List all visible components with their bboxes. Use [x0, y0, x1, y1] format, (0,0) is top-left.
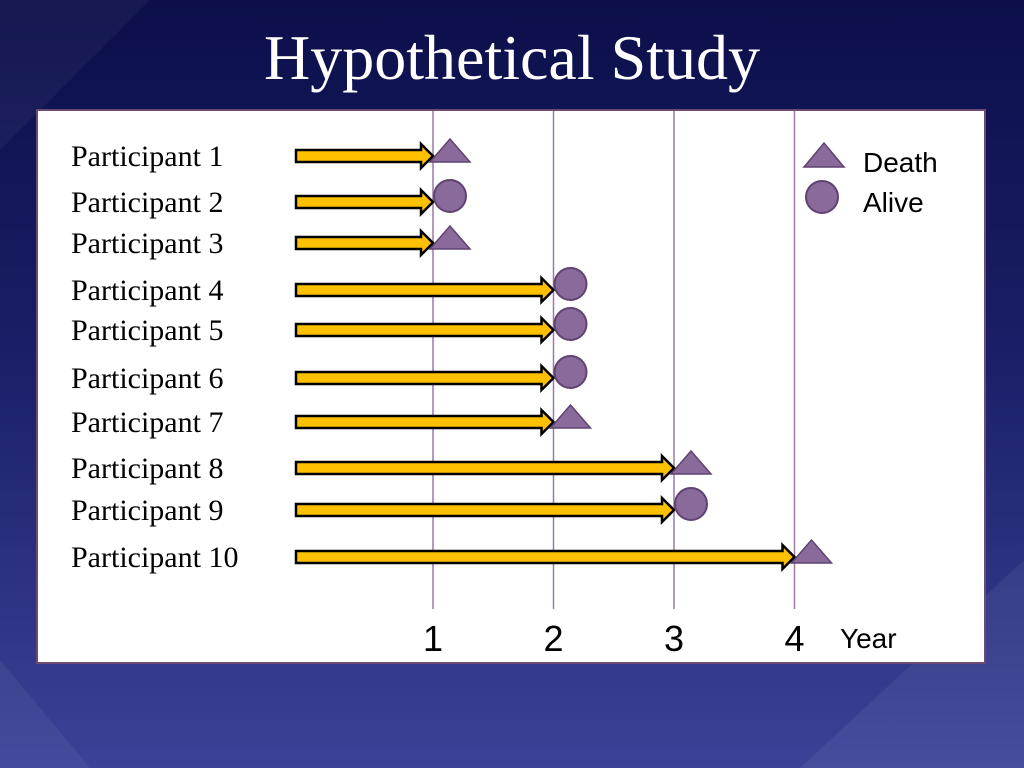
timeline-chart: Participant 1 Participant 2 Participant 3 P… [71, 111, 938, 659]
follow-up-arrow [294, 227, 435, 259]
year-tick-label: 1 [423, 618, 443, 659]
participant-label: Participant 7 [71, 406, 223, 439]
participant-label: Participant 8 [71, 452, 223, 485]
follow-up-arrow [294, 406, 556, 438]
legend-label: Death [863, 147, 938, 178]
death-marker-triangle [669, 449, 713, 475]
year-tick-label: 4 [784, 618, 804, 659]
follow-up-arrow [294, 314, 556, 346]
follow-up-arrow [294, 140, 435, 172]
follow-up-arrow [294, 274, 556, 306]
participant-label: Participant 4 [71, 274, 223, 307]
death-marker-triangle [548, 403, 593, 429]
participant-label: Participant 6 [71, 362, 223, 395]
legend-alive-circle-icon [805, 180, 839, 214]
alive-marker-circle [553, 355, 588, 389]
participant-label: Participant 5 [71, 314, 223, 347]
follow-up-arrow [294, 186, 435, 218]
participant-label: Participant 10 [71, 541, 238, 574]
alive-marker-circle [433, 179, 467, 213]
x-axis-label: Year [840, 623, 897, 654]
year-tick-label: 2 [543, 618, 563, 659]
alive-marker-circle [553, 307, 588, 341]
slide-title: Hypothetical Study [264, 22, 760, 93]
alive-marker-circle [674, 487, 708, 521]
follow-up-arrow [294, 452, 676, 484]
alive-marker-circle [553, 267, 588, 301]
participant-label: Participant 9 [71, 494, 223, 527]
death-marker-triangle [428, 224, 472, 250]
death-marker-triangle [789, 538, 834, 564]
follow-up-arrow [294, 541, 797, 573]
follow-up-arrow [294, 494, 676, 526]
participant-label: Participant 1 [71, 140, 223, 173]
legend-label: Alive [863, 187, 924, 218]
follow-up-arrow [294, 362, 556, 394]
participant-label: Participant 3 [71, 227, 223, 260]
year-tick-label: 3 [664, 618, 684, 659]
death-marker-triangle [428, 137, 472, 163]
chart-panel: Participant 1 Participant 2 Participant 3 P… [36, 109, 986, 664]
legend-death-triangle-icon [802, 141, 846, 168]
participant-label: Participant 2 [71, 186, 223, 219]
